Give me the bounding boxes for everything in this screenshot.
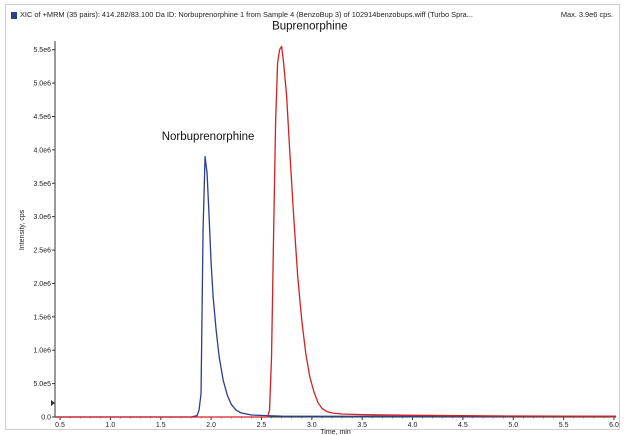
y-tick-label: 5.5e6 <box>33 47 51 54</box>
chart-frame <box>5 4 620 430</box>
x-tick-label: 5.0 <box>508 422 518 429</box>
peak-label-buprenorphine: Buprenorphine <box>272 21 347 33</box>
x-tick-label: 1.0 <box>106 422 116 429</box>
x-tick-label: 3.0 <box>307 422 317 429</box>
x-tick-label: 2.5 <box>257 422 267 429</box>
y-tick-label: 5.0e5 <box>33 381 51 388</box>
trace-color-icon <box>11 12 17 19</box>
y-tick-label: 4.5e6 <box>33 114 51 121</box>
x-tick-label: 3.5 <box>357 422 367 429</box>
x-tick-label: 5.5 <box>559 422 569 429</box>
y-tick-label: 3.0e6 <box>33 214 51 221</box>
y-tick-label: 1.0e6 <box>33 348 51 355</box>
y-tick-label: 2.0e6 <box>33 281 51 288</box>
x-tick-label: 0.5 <box>55 422 65 429</box>
y-axis-title: Intensity, cps <box>19 209 26 250</box>
series-line-buprenorphine <box>55 45 617 418</box>
y-tick-label: 0.0 <box>41 415 51 422</box>
baseline-marker-icon <box>51 400 55 406</box>
y-tick-label: 1.5e6 <box>33 314 51 321</box>
x-axis-title: Time, min <box>320 429 351 435</box>
peak-label-norbuprenorphine: Norbuprenorphine <box>162 131 255 143</box>
x-tick-label: 6.0 <box>609 422 619 429</box>
x-tick-label: 1.5 <box>156 422 166 429</box>
x-tick-label: 4.0 <box>408 422 418 429</box>
y-tick-label: 5.0e6 <box>33 81 51 88</box>
y-tick-label: 3.5e6 <box>33 181 51 188</box>
x-tick-label: 4.5 <box>458 422 468 429</box>
y-tick-label: 2.5e6 <box>33 248 51 255</box>
y-tick-label: 4.0e6 <box>33 147 51 154</box>
series-line-norbuprenorphine <box>55 155 616 418</box>
chart-header-title: XIC of +MRM (35 pairs): 414.282/83.100 D… <box>20 10 473 19</box>
x-tick-label: 2.0 <box>206 422 216 429</box>
max-intensity-label: Max. 3.9e6 cps. <box>560 10 613 19</box>
